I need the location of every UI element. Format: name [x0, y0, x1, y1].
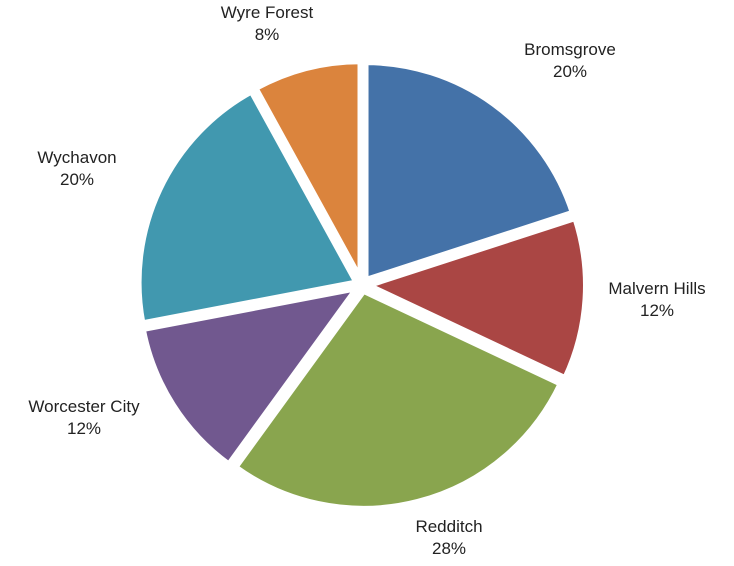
slice-value-wyre-forest: 8%	[255, 25, 280, 44]
slice-label-wychavon: Wychavon	[37, 148, 116, 167]
slice-worcester-city	[139, 283, 364, 469]
slice-malvern-hills	[359, 214, 589, 383]
slice-redditch	[231, 287, 565, 512]
slice-value-redditch: 28%	[432, 539, 466, 558]
pie-slices	[135, 58, 589, 512]
slice-value-wychavon: 20%	[60, 170, 94, 189]
slice-label-redditch: Redditch	[415, 517, 482, 536]
slice-label-malvern-hills: Malvern Hills	[608, 279, 705, 298]
slice-value-bromsgrove: 20%	[553, 62, 587, 81]
slice-label-worcester-city: Worcester City	[28, 397, 140, 416]
slice-label-bromsgrove: Bromsgrove	[524, 40, 616, 59]
slice-value-malvern-hills: 12%	[640, 301, 674, 320]
slice-value-worcester-city: 12%	[67, 419, 101, 438]
slice-wyre-forest	[251, 58, 364, 281]
slice-wychavon	[135, 87, 362, 327]
slice-label-wyre-forest: Wyre Forest	[221, 3, 314, 22]
slice-bromsgrove	[362, 59, 577, 285]
pie-labels: Bromsgrove 20% Malvern Hills 12% Redditch 28%…	[28, 3, 705, 558]
